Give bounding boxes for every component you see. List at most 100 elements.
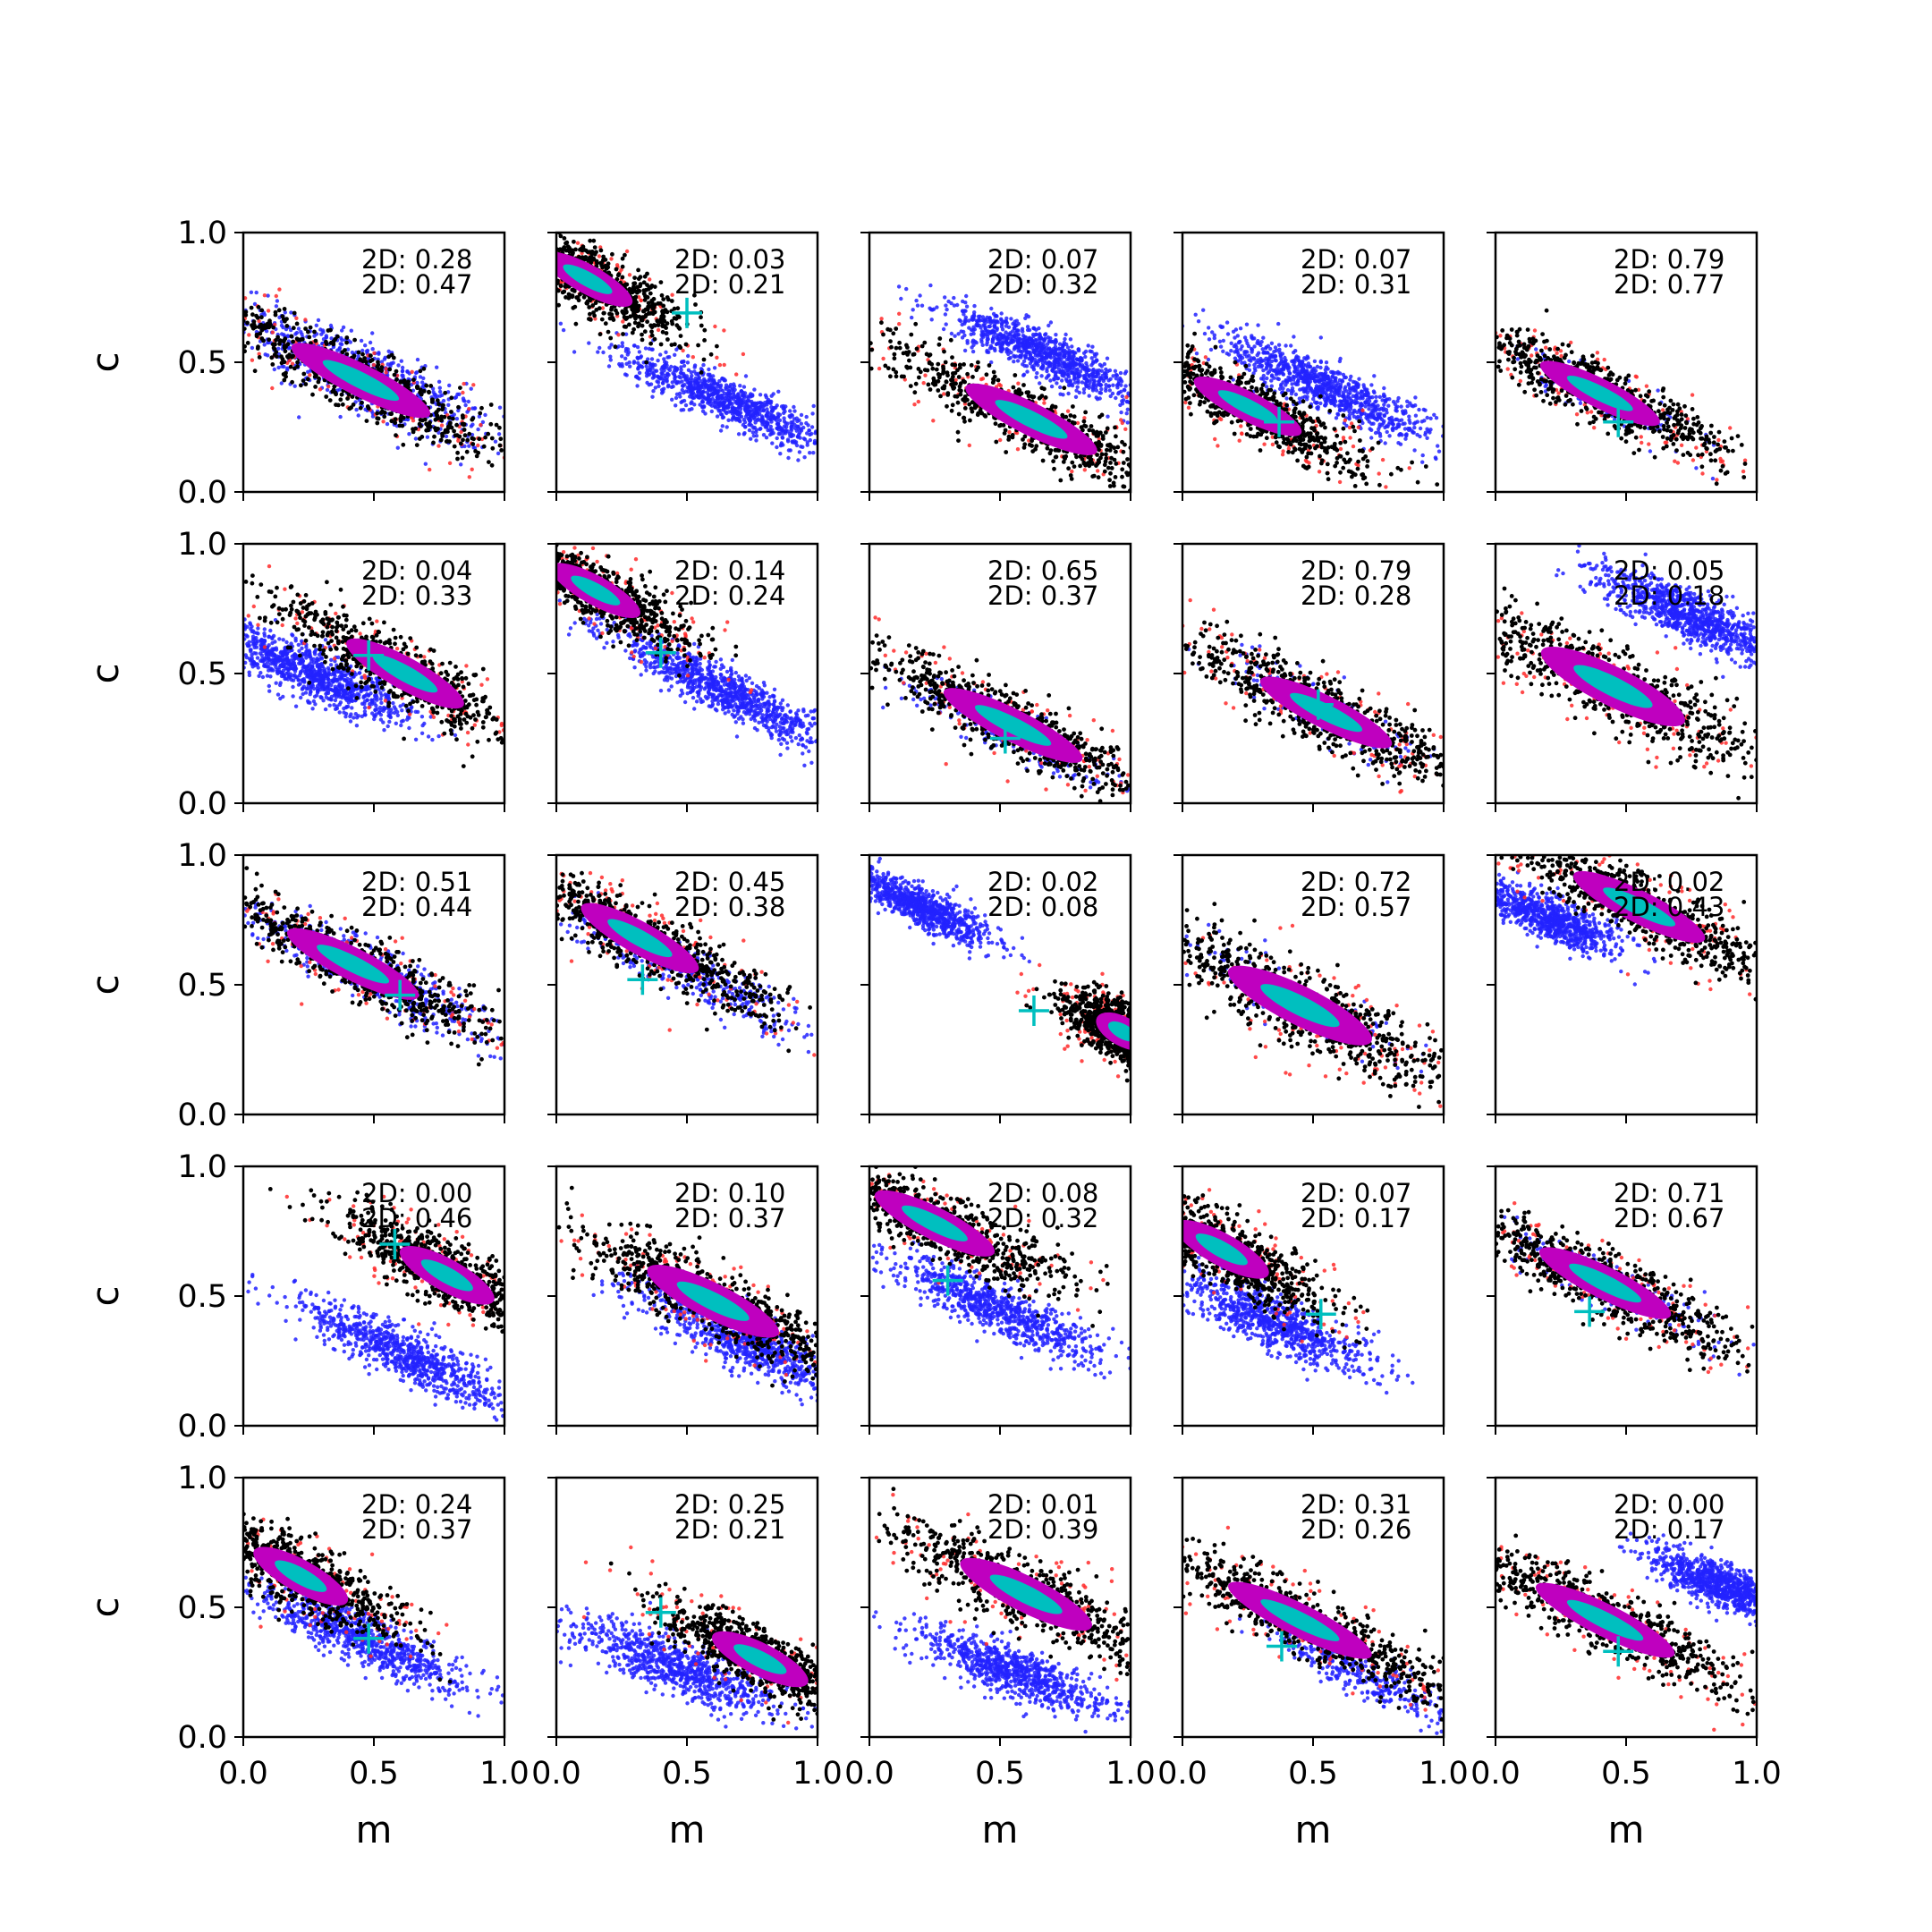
blue-point — [659, 370, 664, 376]
blue-point — [254, 290, 258, 295]
blue-point — [1104, 372, 1108, 377]
blue-point — [929, 318, 934, 322]
black-point — [453, 433, 458, 438]
blue-point — [1046, 323, 1051, 328]
blue-point — [1081, 390, 1087, 395]
black-point — [606, 261, 611, 267]
black-point — [670, 321, 675, 326]
blue-point — [986, 329, 991, 334]
blue-point — [1066, 383, 1072, 387]
black-point — [449, 410, 453, 414]
black-point — [571, 305, 576, 310]
blue-point — [970, 328, 976, 333]
blue-point — [662, 369, 666, 373]
black-point — [470, 436, 475, 441]
black-point — [955, 429, 961, 435]
blue-point — [708, 387, 712, 393]
blue-point — [337, 387, 343, 392]
black-point — [1090, 462, 1095, 466]
black-point — [375, 420, 380, 426]
blue-point — [725, 403, 731, 408]
blue-point — [1054, 339, 1059, 344]
blue-point — [300, 332, 304, 336]
blue-point — [778, 452, 783, 456]
black-point — [968, 418, 972, 423]
black-point — [976, 411, 981, 416]
black-point — [1113, 475, 1118, 479]
black-point — [636, 276, 641, 282]
blue-point — [356, 413, 360, 418]
black-point — [969, 362, 974, 368]
red-point — [722, 328, 726, 333]
blue-point — [679, 365, 683, 369]
blue-point — [440, 393, 445, 397]
blue-point — [276, 365, 281, 370]
blue-point — [1063, 332, 1068, 337]
black-point — [488, 402, 494, 407]
blue-point — [1015, 340, 1021, 344]
black-point — [1016, 390, 1021, 395]
black-point — [904, 364, 909, 369]
blue-point — [1065, 345, 1071, 350]
blue-point — [702, 377, 707, 382]
black-point — [567, 249, 572, 254]
black-point — [462, 428, 467, 432]
blue-point — [1123, 388, 1127, 393]
blue-point — [1094, 374, 1099, 378]
black-point — [1080, 428, 1085, 433]
black-point — [590, 303, 596, 308]
black-point — [645, 271, 649, 276]
blue-point — [1092, 352, 1097, 357]
blue-point — [648, 369, 652, 373]
blue-point — [1009, 317, 1013, 321]
blue-point — [1006, 352, 1011, 357]
black-point — [394, 369, 399, 374]
blue-point — [1080, 363, 1085, 368]
blue-point — [981, 318, 987, 324]
blue-point — [999, 317, 1004, 321]
black-point — [568, 293, 573, 298]
red-point — [998, 384, 1004, 388]
black-point — [401, 442, 406, 447]
blue-point — [670, 380, 674, 385]
blue-point — [758, 418, 763, 423]
blue-point — [272, 367, 276, 372]
red-point — [921, 381, 926, 386]
black-point — [392, 372, 397, 377]
black-point — [464, 449, 470, 454]
blue-point — [296, 326, 301, 331]
blue-point — [808, 451, 812, 455]
black-point — [452, 428, 456, 434]
red-point — [967, 443, 972, 448]
blue-point — [752, 417, 758, 422]
blue-point — [990, 336, 996, 342]
blue-point — [992, 318, 996, 323]
blue-point — [972, 303, 977, 309]
black-point — [982, 413, 987, 418]
blue-point — [1057, 342, 1063, 346]
blue-point — [1047, 360, 1052, 366]
blue-point — [1106, 414, 1110, 419]
blue-point — [1086, 343, 1090, 348]
black-point — [490, 445, 496, 451]
blue-point — [742, 431, 747, 436]
blue-point — [779, 428, 784, 433]
black-point — [1121, 461, 1126, 465]
black-point — [443, 390, 448, 395]
blue-point — [953, 334, 957, 338]
black-point — [699, 315, 703, 320]
blue-point — [624, 361, 629, 366]
blue-point — [1087, 374, 1092, 378]
black-point — [1097, 414, 1102, 419]
blue-point — [811, 403, 816, 409]
blue-point — [812, 441, 817, 445]
red-point — [384, 370, 388, 375]
blue-point — [1111, 383, 1115, 387]
black-point — [588, 298, 593, 303]
blue-point — [799, 421, 803, 426]
red-point — [1015, 447, 1021, 452]
black-point — [467, 431, 472, 436]
black-point — [419, 435, 425, 439]
blue-point — [739, 414, 744, 419]
blue-point — [1078, 369, 1083, 374]
